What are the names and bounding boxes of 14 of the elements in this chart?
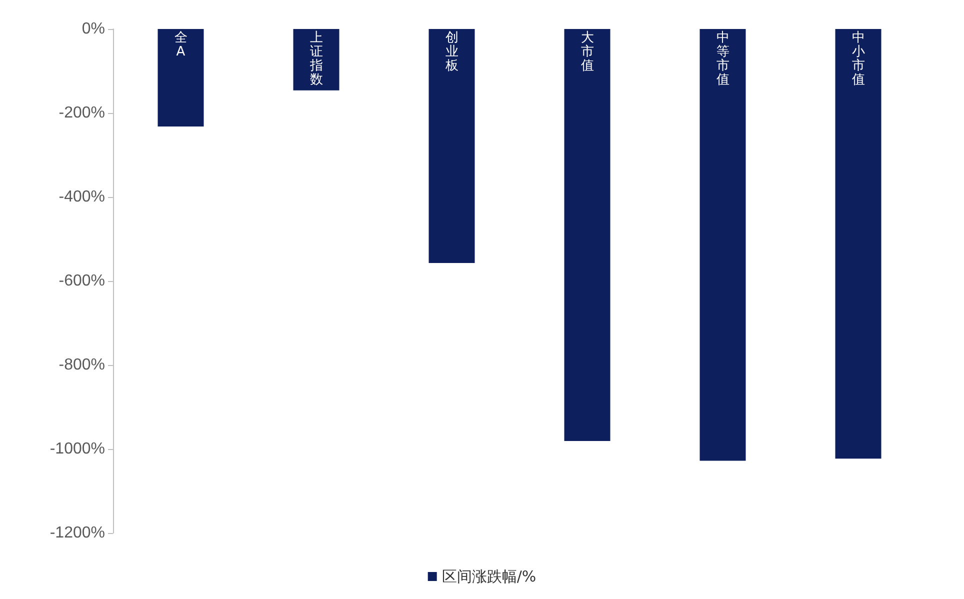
y-tick-label: -800% <box>58 356 105 374</box>
x-tick-label: 中小市值 <box>852 30 865 88</box>
y-tick-label: -400% <box>58 188 105 206</box>
y-tick-label: -200% <box>58 104 105 122</box>
y-tick-label: 0% <box>82 20 105 38</box>
legend-label: 区间涨跌幅/% <box>442 568 536 586</box>
x-tick-label: 大市值 <box>580 30 594 74</box>
y-tick-label: -1200% <box>50 524 105 542</box>
x-tick-label: 创业板 <box>444 30 458 74</box>
x-tick-label: 上证指数 <box>308 30 323 88</box>
y-tick-label: -600% <box>58 272 105 290</box>
x-tick-label: 全A <box>174 30 188 60</box>
y-tick-label: -1000% <box>50 440 105 458</box>
x-tick-label: 中等市值 <box>716 30 730 88</box>
